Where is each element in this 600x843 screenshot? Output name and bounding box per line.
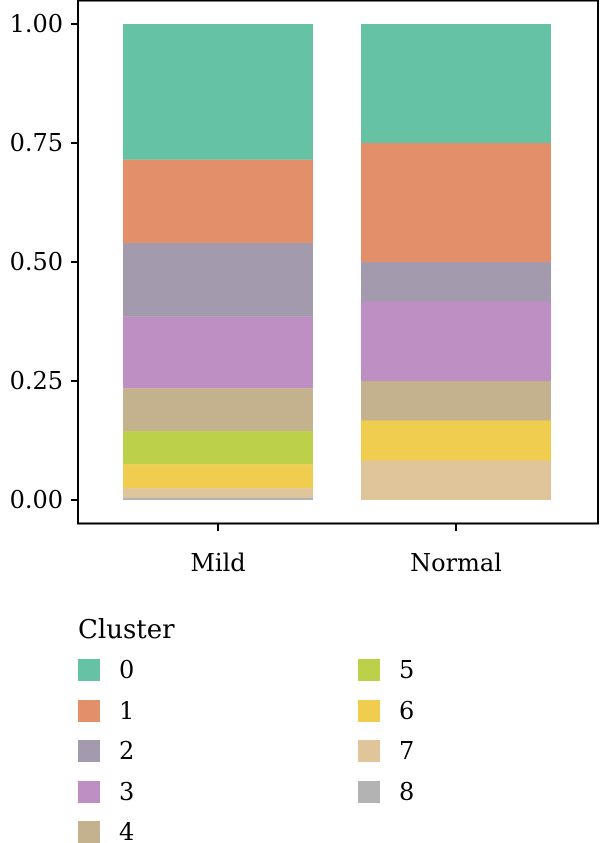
bar-segment-normal-cluster-0 (361, 24, 551, 143)
legend-title: Cluster (78, 615, 175, 645)
y-tick-label: 0.25 (10, 367, 63, 395)
legend-label-cluster-1: 1 (119, 697, 134, 725)
bar-segment-mild-cluster-2 (123, 242, 313, 317)
bar-segment-mild-cluster-6 (123, 464, 313, 489)
legend-swatch-cluster-5 (358, 659, 380, 681)
legend-swatch-cluster-2 (78, 740, 100, 762)
legend-label-cluster-8: 8 (399, 778, 414, 806)
bar-segment-mild-cluster-3 (123, 316, 313, 389)
legend-label-cluster-3: 3 (119, 778, 134, 806)
bar-segment-normal-cluster-3 (361, 301, 551, 381)
bar-segment-mild-cluster-4 (123, 388, 313, 431)
bars (123, 24, 551, 500)
legend-swatch-cluster-7 (358, 740, 380, 762)
legend-label-cluster-2: 2 (119, 737, 134, 765)
legend-swatch-cluster-4 (78, 821, 100, 843)
y-tick-label: 1.00 (10, 10, 63, 38)
bar-segment-mild-cluster-0 (123, 24, 313, 160)
legend-label-cluster-7: 7 (399, 737, 414, 765)
x-axis: Mild Normal (190, 523, 502, 577)
legend-swatch-cluster-8 (358, 781, 380, 803)
legend-label-cluster-5: 5 (399, 656, 414, 684)
bar-segment-normal-cluster-2 (361, 262, 551, 302)
legend-label-cluster-6: 6 (399, 697, 414, 725)
y-tick-label: 0.50 (10, 248, 63, 276)
legend-label-cluster-4: 4 (119, 818, 134, 843)
y-tick-label: 0.00 (10, 486, 63, 514)
legend-swatch-cluster-0 (78, 659, 100, 681)
bar-segment-normal-cluster-4 (361, 381, 551, 421)
bar-segment-normal-cluster-1 (361, 143, 551, 262)
x-tick-label: Normal (410, 549, 502, 577)
y-axis: 0.00 0.25 0.50 0.75 1.00 (10, 10, 78, 514)
legend-swatch-cluster-3 (78, 781, 100, 803)
legend: Cluster 0 1 2 3 4 5 6 7 8 (78, 615, 414, 843)
bar-segment-mild-cluster-1 (123, 159, 313, 243)
bar-segment-mild-cluster-8 (123, 497, 313, 500)
legend-label-cluster-0: 0 (119, 656, 134, 684)
bar-segment-mild-cluster-5 (123, 430, 313, 465)
legend-swatch-cluster-1 (78, 700, 100, 722)
legend-swatch-cluster-6 (358, 700, 380, 722)
x-tick-label: Mild (190, 549, 245, 577)
bar-segment-normal-cluster-7 (361, 460, 551, 500)
y-tick-label: 0.75 (10, 129, 63, 157)
bar-segment-mild-cluster-7 (123, 488, 313, 498)
bar-segment-normal-cluster-6 (361, 420, 551, 461)
